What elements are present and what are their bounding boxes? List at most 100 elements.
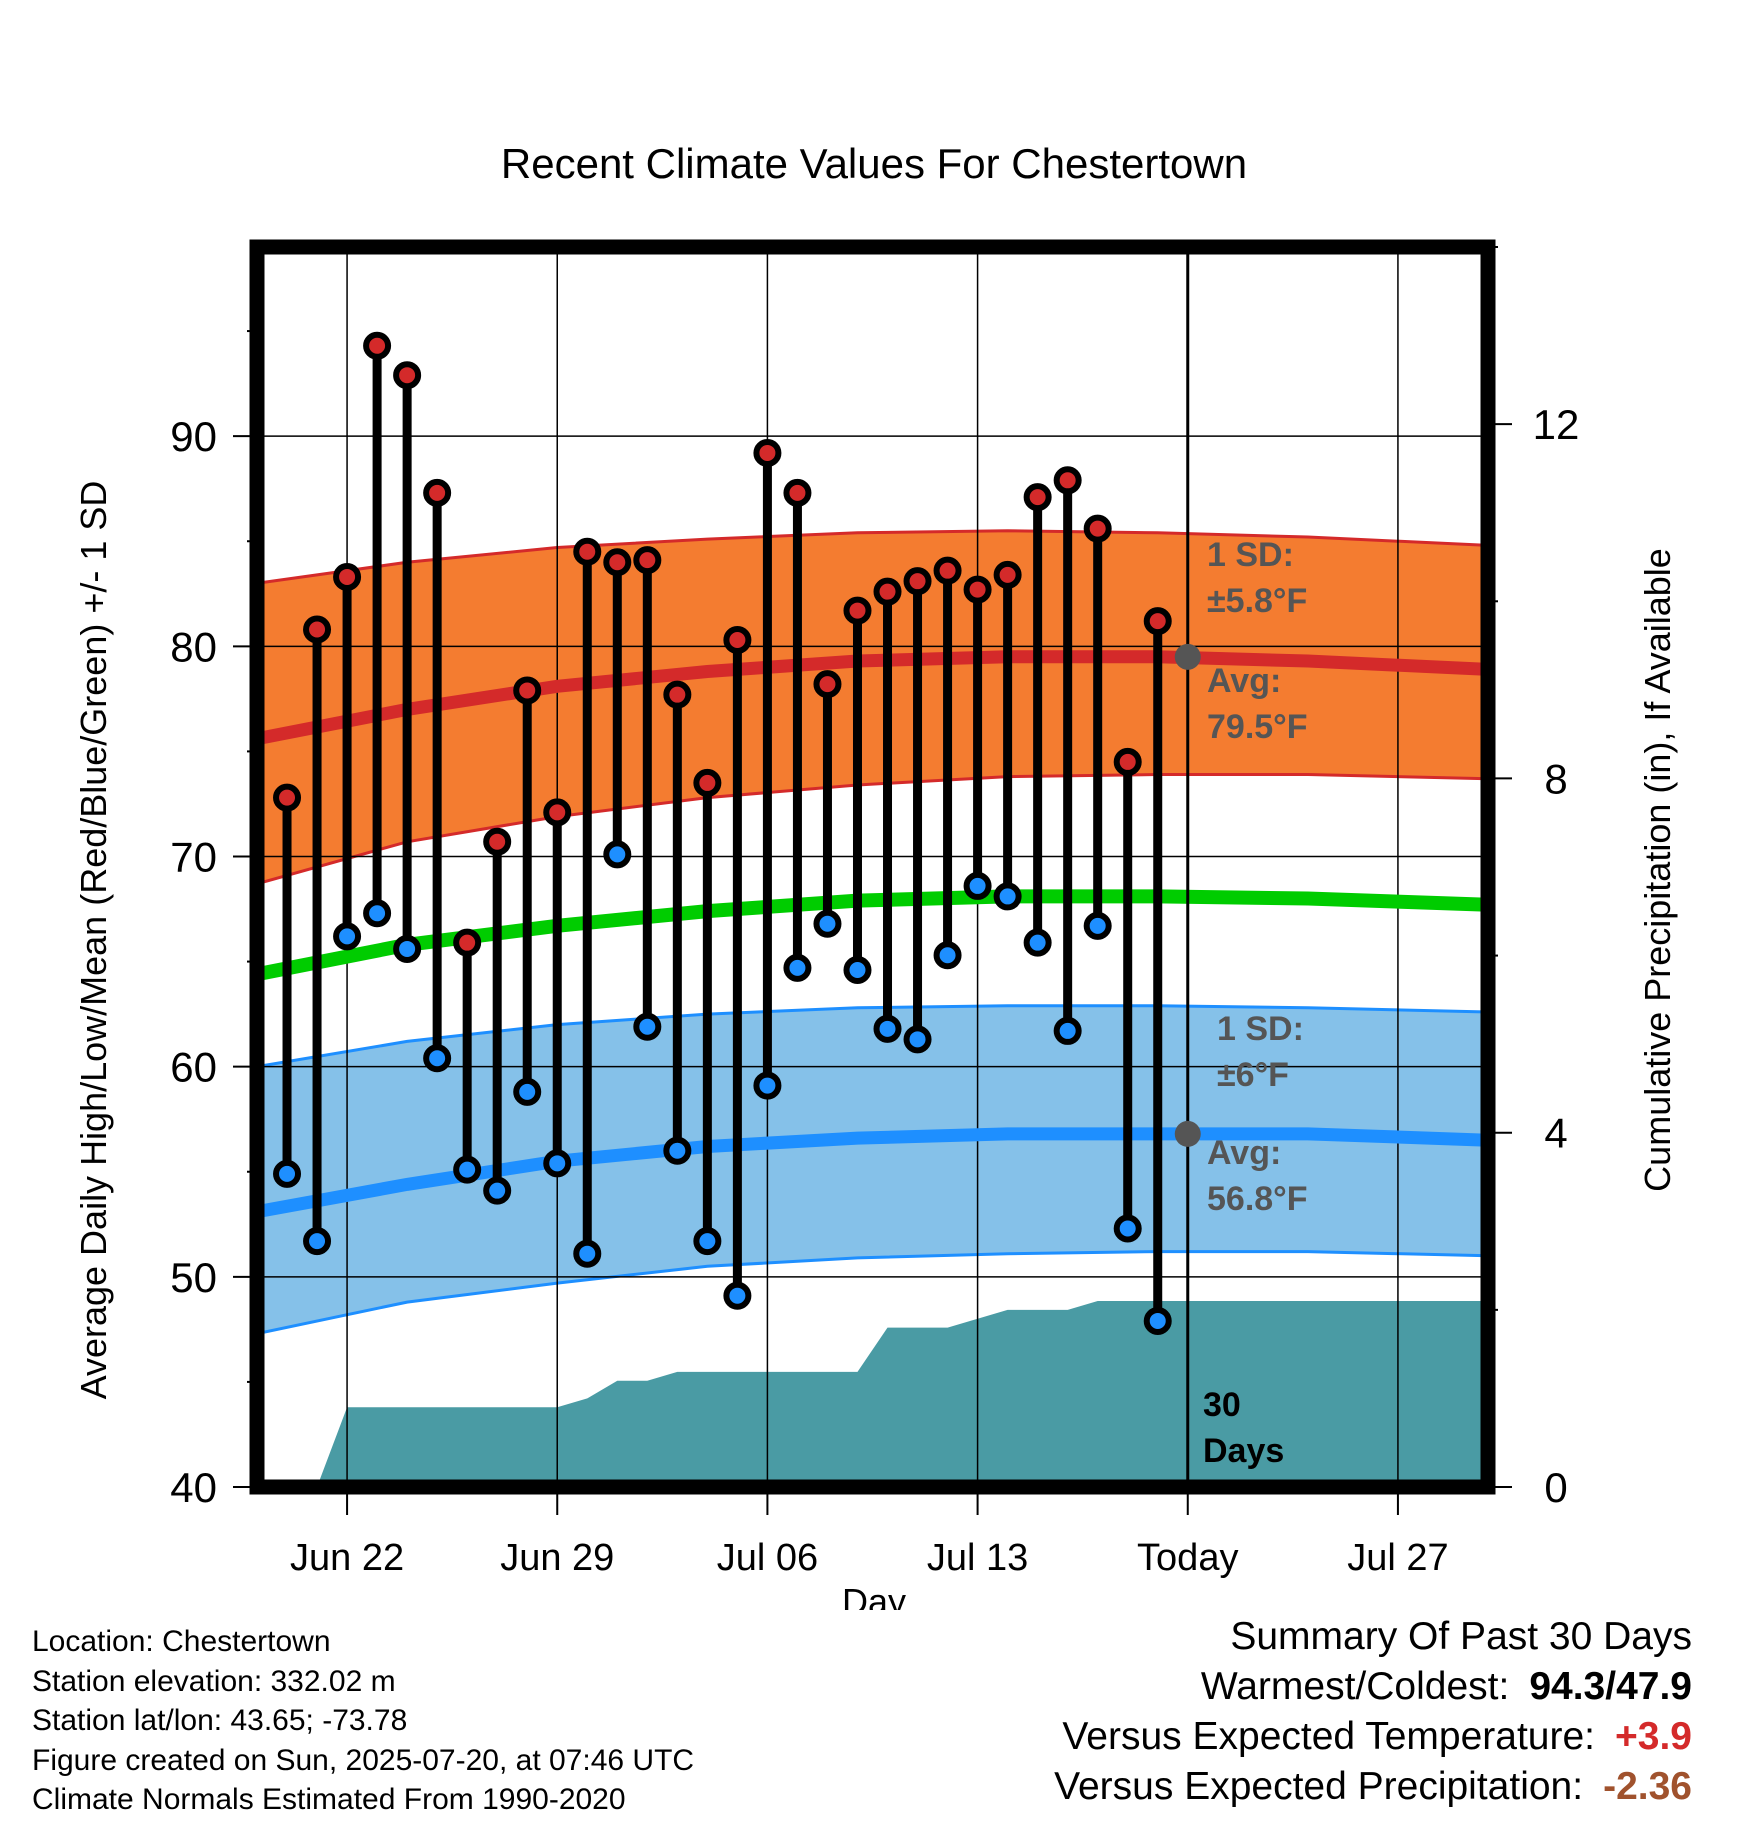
high-point-30 (1143, 607, 1172, 636)
station-info: Location: Chestertown Station elevation:… (32, 1622, 694, 1820)
location-text: Location: Chestertown (32, 1625, 331, 1658)
low-point-16 (723, 1281, 752, 1310)
x-tick-label-5: Jul 27 (1347, 1537, 1448, 1579)
low-point-30 (1143, 1306, 1172, 1335)
chart-title: Recent Climate Values For Chestertown (501, 140, 1247, 187)
elevation-text: Station elevation: 332.02 m (32, 1664, 396, 1698)
summary-temp-row: Versus Expected Temperature: +3.9 (1054, 1712, 1692, 1762)
low-point-23 (933, 941, 962, 970)
low-point-4 (363, 899, 392, 928)
warm-cold-label: Warmest/Coldest: (1200, 1665, 1510, 1708)
high-point-15 (693, 768, 722, 797)
right-tick-label-8: 8 (1544, 755, 1567, 802)
precip-value: -2.36 (1603, 1765, 1692, 1808)
high-point-2 (303, 615, 332, 644)
low-sd-band-upper-edge (257, 1004, 1488, 1069)
days-label-line2: Days (1203, 1432, 1284, 1470)
right-tick-label-4: 4 (1544, 1110, 1567, 1157)
normals-text: Climate Normals Estimated From 1990-2020 (32, 1783, 626, 1816)
high-point-28 (1083, 514, 1112, 543)
low-sd-band (257, 1005, 1488, 1334)
plot-content: 1 SD: ±5.8°F Avg: 79.5°F 1 SD: ±6°F Avg: 56.8°F… (257, 247, 1488, 1487)
high-point-22 (903, 567, 932, 596)
low-point-12 (603, 840, 632, 869)
high-point-7 (453, 928, 482, 957)
left-tick-label-60: 60 (170, 1044, 217, 1091)
left-tick-label-40: 40 (170, 1464, 217, 1511)
low-sd-label: 1 SD: (1217, 1010, 1304, 1048)
low-point-10 (543, 1149, 572, 1178)
high-point-1 (273, 783, 302, 812)
summary-panel: Summary Of Past 30 Days Warmest/Coldest:… (1054, 1612, 1692, 1812)
low-point-5 (393, 934, 422, 963)
high-point-17 (753, 438, 782, 467)
left-tick-label-50: 50 (170, 1254, 217, 1301)
high-point-10 (543, 798, 572, 827)
high-point-23 (933, 556, 962, 585)
summary-warm-cold-row: Warmest/Coldest: 94.3/47.9 (1054, 1662, 1692, 1712)
x-tick-label-1: Jun 29 (500, 1537, 614, 1579)
days-label-line1: 30 (1203, 1386, 1241, 1424)
low-point-1 (273, 1159, 302, 1188)
x-tick-label-0: Jun 22 (290, 1537, 404, 1579)
high-point-12 (603, 548, 632, 577)
low-avg-value: 56.8°F (1207, 1180, 1308, 1218)
low-point-22 (903, 1025, 932, 1054)
low-point-13 (633, 1012, 662, 1041)
left-tick-label-80: 80 (170, 623, 217, 670)
axes: 40 50 60 70 80 90 0 4 8 12 Jun 22 Jun 29 Jul 06 Jul 1… (170, 239, 1580, 1579)
precipitation-area (257, 1301, 1488, 1487)
summary-title: Summary Of Past 30 Days (1230, 1615, 1692, 1658)
low-point-15 (693, 1227, 722, 1256)
precip-label: Versus Expected Precipitation: (1054, 1765, 1584, 1808)
low-point-2 (303, 1227, 332, 1256)
low-point-7 (453, 1155, 482, 1184)
high-sd-value: ±5.8°F (1207, 582, 1307, 620)
low-point-3 (333, 922, 362, 951)
low-point-18 (783, 953, 812, 982)
x-tick-label-3: Jul 13 (927, 1537, 1028, 1579)
low-point-11 (573, 1239, 602, 1268)
high-point-9 (513, 676, 542, 705)
low-point-28 (1083, 911, 1112, 940)
high-sd-band (257, 530, 1488, 884)
low-point-19 (813, 909, 842, 938)
right-tick-label-12: 12 (1533, 401, 1580, 448)
low-point-8 (483, 1176, 512, 1205)
low-point-6 (423, 1044, 452, 1073)
x-axis-label: Day (842, 1581, 906, 1610)
low-point-14 (663, 1136, 692, 1165)
high-point-21 (873, 577, 902, 606)
high-point-13 (633, 546, 662, 575)
temp-label: Versus Expected Temperature: (1062, 1715, 1595, 1758)
left-tick-label-70: 70 (170, 833, 217, 880)
created-text: Figure created on Sun, 2025-07-20, at 07… (32, 1743, 695, 1777)
mean-average-line (257, 889, 1488, 982)
low-avg-label: Avg: (1207, 1134, 1281, 1172)
left-tick-label-90: 90 (170, 413, 217, 460)
plot-frame (249, 239, 1496, 1495)
y-axis-label-right: Cumulative Precipitation (in), If Availa… (1637, 548, 1678, 1192)
high-point-25 (993, 560, 1022, 589)
low-point-20 (843, 955, 872, 984)
low-point-24 (963, 871, 992, 900)
high-sd-label: 1 SD: (1207, 536, 1294, 574)
high-point-19 (813, 670, 842, 699)
high-point-5 (393, 361, 422, 390)
temp-value: +3.9 (1615, 1715, 1692, 1758)
high-point-27 (1053, 466, 1082, 495)
low-point-27 (1053, 1016, 1082, 1045)
low-point-21 (873, 1014, 902, 1043)
x-tick-label-2: Jul 06 (717, 1537, 818, 1579)
low-sd-value: ±6°F (1217, 1056, 1289, 1094)
high-point-8 (483, 827, 512, 856)
high-point-11 (573, 537, 602, 566)
right-tick-label-0: 0 (1544, 1464, 1567, 1511)
x-tick-label-4: Today (1137, 1537, 1238, 1579)
high-point-14 (663, 680, 692, 709)
climate-chart: Recent Climate Values For Chestertown 1 … (73, 140, 1678, 1610)
high-point-16 (723, 626, 752, 655)
high-sd-band-upper-edge (257, 529, 1488, 585)
high-point-24 (963, 575, 992, 604)
high-point-26 (1023, 483, 1052, 512)
